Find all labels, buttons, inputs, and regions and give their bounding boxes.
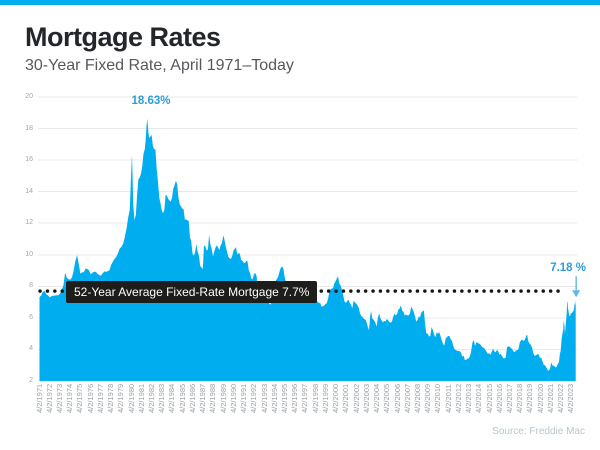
x-axis-tick-label: 4/2/1990 [228,384,238,414]
rate-area-series [39,118,576,381]
x-axis-tick-label: 4/2/1992 [249,384,259,414]
x-axis-tick-label: 4/2/1981 [136,384,146,414]
down-arrow-icon [572,276,581,298]
x-axis-tick-label: 4/2/2023 [566,384,576,414]
y-axis-tick-label: 2 [29,377,33,384]
x-axis-tick-label: 4/2/1978 [106,384,116,414]
y-axis-tick-label: 6 [29,313,33,321]
x-axis-tick-label: 4/2/1995 [279,384,289,414]
x-axis-tick-label: 4/2/1984 [167,384,177,414]
x-axis-tick-label: 4/2/2002 [351,384,361,414]
peak-rate-label: 18.63% [131,95,171,107]
x-axis-tick-label: 4/2/1999 [320,384,330,414]
y-axis-tick-label: 8 [29,282,33,290]
x-axis-tick-label: 4/2/2009 [423,384,433,414]
x-axis-tick-label: 4/2/2019 [525,384,535,414]
x-axis-tick-label: 4/2/2008 [412,384,422,414]
x-axis-tick-label: 4/2/2022 [556,384,566,414]
latest-rate-label: 7.18 % [550,262,586,274]
x-axis-tick-label: 4/2/2004 [372,384,382,414]
x-axis-tick-label: 4/2/2005 [382,384,392,414]
x-axis-tick-label: 4/2/2021 [545,384,555,414]
x-axis-tick-label: 4/2/1993 [259,384,269,414]
x-axis-tick-label: 4/2/1991 [239,384,249,414]
x-axis-tick-label: 4/2/2020 [535,384,545,414]
x-axis-tick-label: 4/2/2017 [505,384,514,414]
y-axis-tick-label: 16 [25,156,33,164]
x-axis-tick-label: 4/2/1994 [269,384,279,414]
y-axis-tick-label: 12 [25,219,33,227]
x-axis-tick-label: 4/2/1982 [147,384,157,414]
x-axis-tick-label: 4/2/1988 [208,384,218,414]
x-axis-tick-label: 4/2/1974 [65,384,75,414]
x-axis-tick-label: 4/2/2011 [443,384,453,413]
y-axis-tick-label: 18 [25,124,33,132]
x-axis-tick-label: 4/2/2003 [361,384,371,414]
y-axis-tick-label: 14 [25,187,33,195]
page-subtitle: 30-Year Fixed Rate, April 1971–Today [25,57,294,74]
x-axis-tick-label: 4/2/1973 [54,384,64,414]
x-axis-tick-label: 4/2/1971 [34,384,44,414]
y-axis-labels: 20 18 16 14 12 10 8 6 4 2 [0,93,34,384]
x-axis-tick-label: 4/2/2018 [515,384,525,414]
x-axis-tick-label: 4/2/1980 [126,384,136,414]
area-chart-plot [38,96,581,382]
x-axis-tick-label: 4/2/1979 [116,384,126,414]
x-axis-tick-label: 4/2/1977 [95,384,105,414]
x-axis-tick-label: 4/2/2000 [331,384,341,414]
y-axis-tick-label: 10 [25,250,33,258]
x-axis-tick-label: 4/2/1989 [218,384,228,414]
x-axis-tick-label: 4/2/1985 [177,384,187,414]
x-axis-tick-label: 4/2/2015 [484,384,494,414]
x-axis-tick-label: 4/2/2010 [433,384,443,414]
y-axis-tick-label: 20 [25,93,33,100]
x-axis-tick-label: 4/2/1972 [44,384,54,414]
top-accent-bar [0,0,600,5]
x-axis-tick-label: 4/2/1986 [187,384,197,414]
x-axis-tick-label: 4/2/1996 [290,384,300,414]
x-axis-tick-label: 4/2/1987 [198,384,208,414]
source-credit: Source: Freddie Mac [492,426,585,437]
x-axis-tick-label: 4/2/2007 [402,384,412,414]
x-axis-tick-label: 4/2/1983 [157,384,167,414]
x-axis-tick-label: 4/2/1997 [300,384,310,414]
average-rate-callout: 52-Year Average Fixed-Rate Mortgage 7.7% [66,281,318,303]
x-axis-tick-label: 4/2/2014 [474,384,484,414]
x-axis-tick-label: 4/2/2016 [494,384,504,414]
page-title: Mortgage Rates [25,22,221,52]
x-axis-tick-label: 4/2/2001 [341,384,351,414]
x-axis-tick-label: 4/2/1998 [310,384,320,414]
y-axis-tick-label: 4 [29,345,33,353]
x-axis-tick-label: 4/2/1975 [75,384,85,414]
x-axis-tick-label: 4/2/2006 [392,384,402,414]
x-axis-tick-label: 4/2/2013 [464,384,474,414]
x-axis-tick-label: 4/2/1976 [85,384,95,414]
x-axis-tick-label: 4/2/2012 [453,384,463,414]
